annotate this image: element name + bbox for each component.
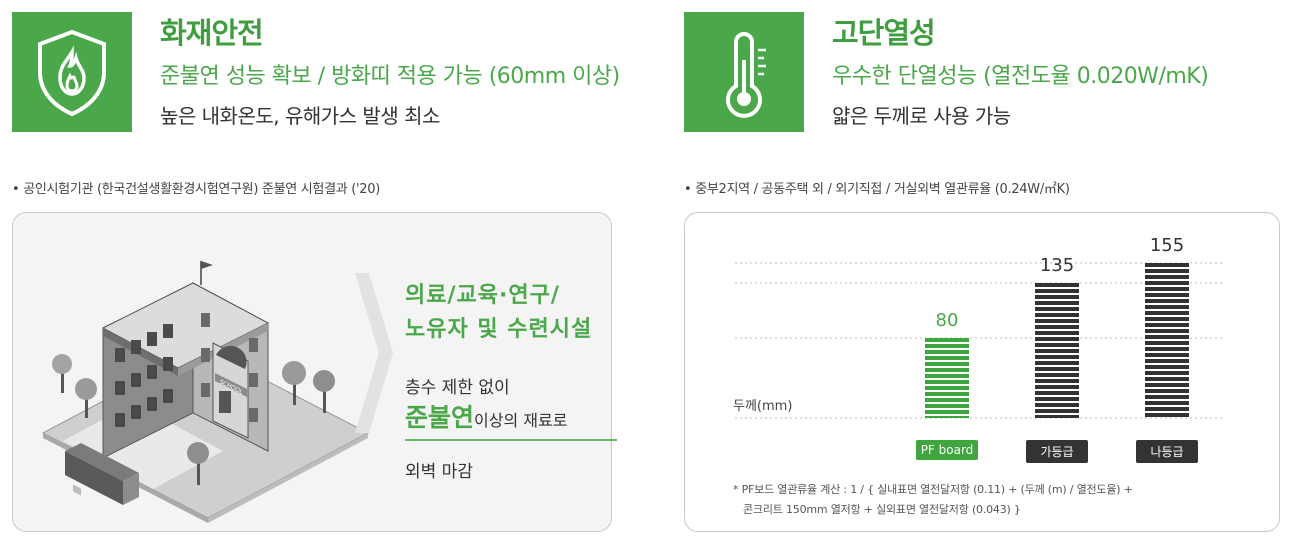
bar-value-label: 155 (1149, 235, 1185, 256)
fire-shield-icon (38, 29, 106, 117)
fire-safety-panel: SCHOOL 의료/교육·연구/ 노유자 및 수련시설 층수 제한 없이 (12, 212, 617, 532)
thickness-bar-chart (735, 262, 1225, 419)
insulation-chart-panel: 두께(mm) * PF보드 열관류율 계산 : 1 / { 실내표면 열전달저항… (684, 212, 1280, 532)
bar-value-label: 135 (1039, 255, 1075, 276)
category-badge: PF board (916, 440, 978, 460)
section-subtitle: 우수한 단열성능 (열전도율 0.020W/mK) (832, 64, 1209, 89)
finish-line: 외벽 마감 (405, 462, 473, 482)
emphasis-suffix: 이상의 재료로 (474, 411, 568, 430)
bar-value-label: 80 (935, 310, 959, 331)
thermometer-icon-box (684, 12, 804, 132)
section-note: • 공인시험기관 (한국건설생활환경시험연구원) 준불연 시험결과 ('20) (12, 182, 380, 197)
divider-line (405, 439, 617, 441)
category-line-2: 노유자 및 수련시설 (405, 317, 593, 342)
thermometer-icon (726, 32, 766, 118)
chevron-right-icon (355, 273, 393, 433)
section-subtitle: 준불연 성능 확보 / 방화띠 적용 가능 (60mm 이상) (160, 64, 620, 89)
category-line-1: 의료/교육·연구/ (405, 283, 560, 308)
bar-1 (925, 338, 969, 418)
section-description: 얇은 두께로 사용 가능 (832, 104, 1011, 128)
bar-3 (1145, 263, 1189, 417)
y-axis-label: 두께(mm) (733, 399, 793, 414)
section-description: 높은 내화온도, 유해가스 발생 최소 (160, 104, 440, 128)
fire-shield-icon-box (12, 12, 132, 132)
section-note: • 중부2지역 / 공동주택 외 / 외기직접 / 거실외벽 열관류율 (0.2… (684, 182, 1070, 197)
section-title: 고단열성 (832, 16, 936, 50)
formula-line-2: 콘크리트 150mm 열저항 + 실외표면 열전달저항 (0.043) } (743, 503, 1021, 516)
category-badge: 나등급 (1136, 440, 1198, 463)
bar-2 (1035, 283, 1079, 418)
school-building-illustration: SCHOOL (41, 261, 370, 523)
emphasis-word: 준불연 (405, 403, 475, 432)
section-title: 화재안전 (160, 16, 264, 50)
floor-limit-line: 층수 제한 없이 (405, 378, 510, 398)
formula-line-1: * PF보드 열관류율 계산 : 1 / { 실내표면 열전달저항 (0.11)… (733, 483, 1133, 496)
category-badge: 가등급 (1026, 440, 1088, 463)
emphasis-line: 준불연이상의 재료로 (405, 398, 567, 434)
